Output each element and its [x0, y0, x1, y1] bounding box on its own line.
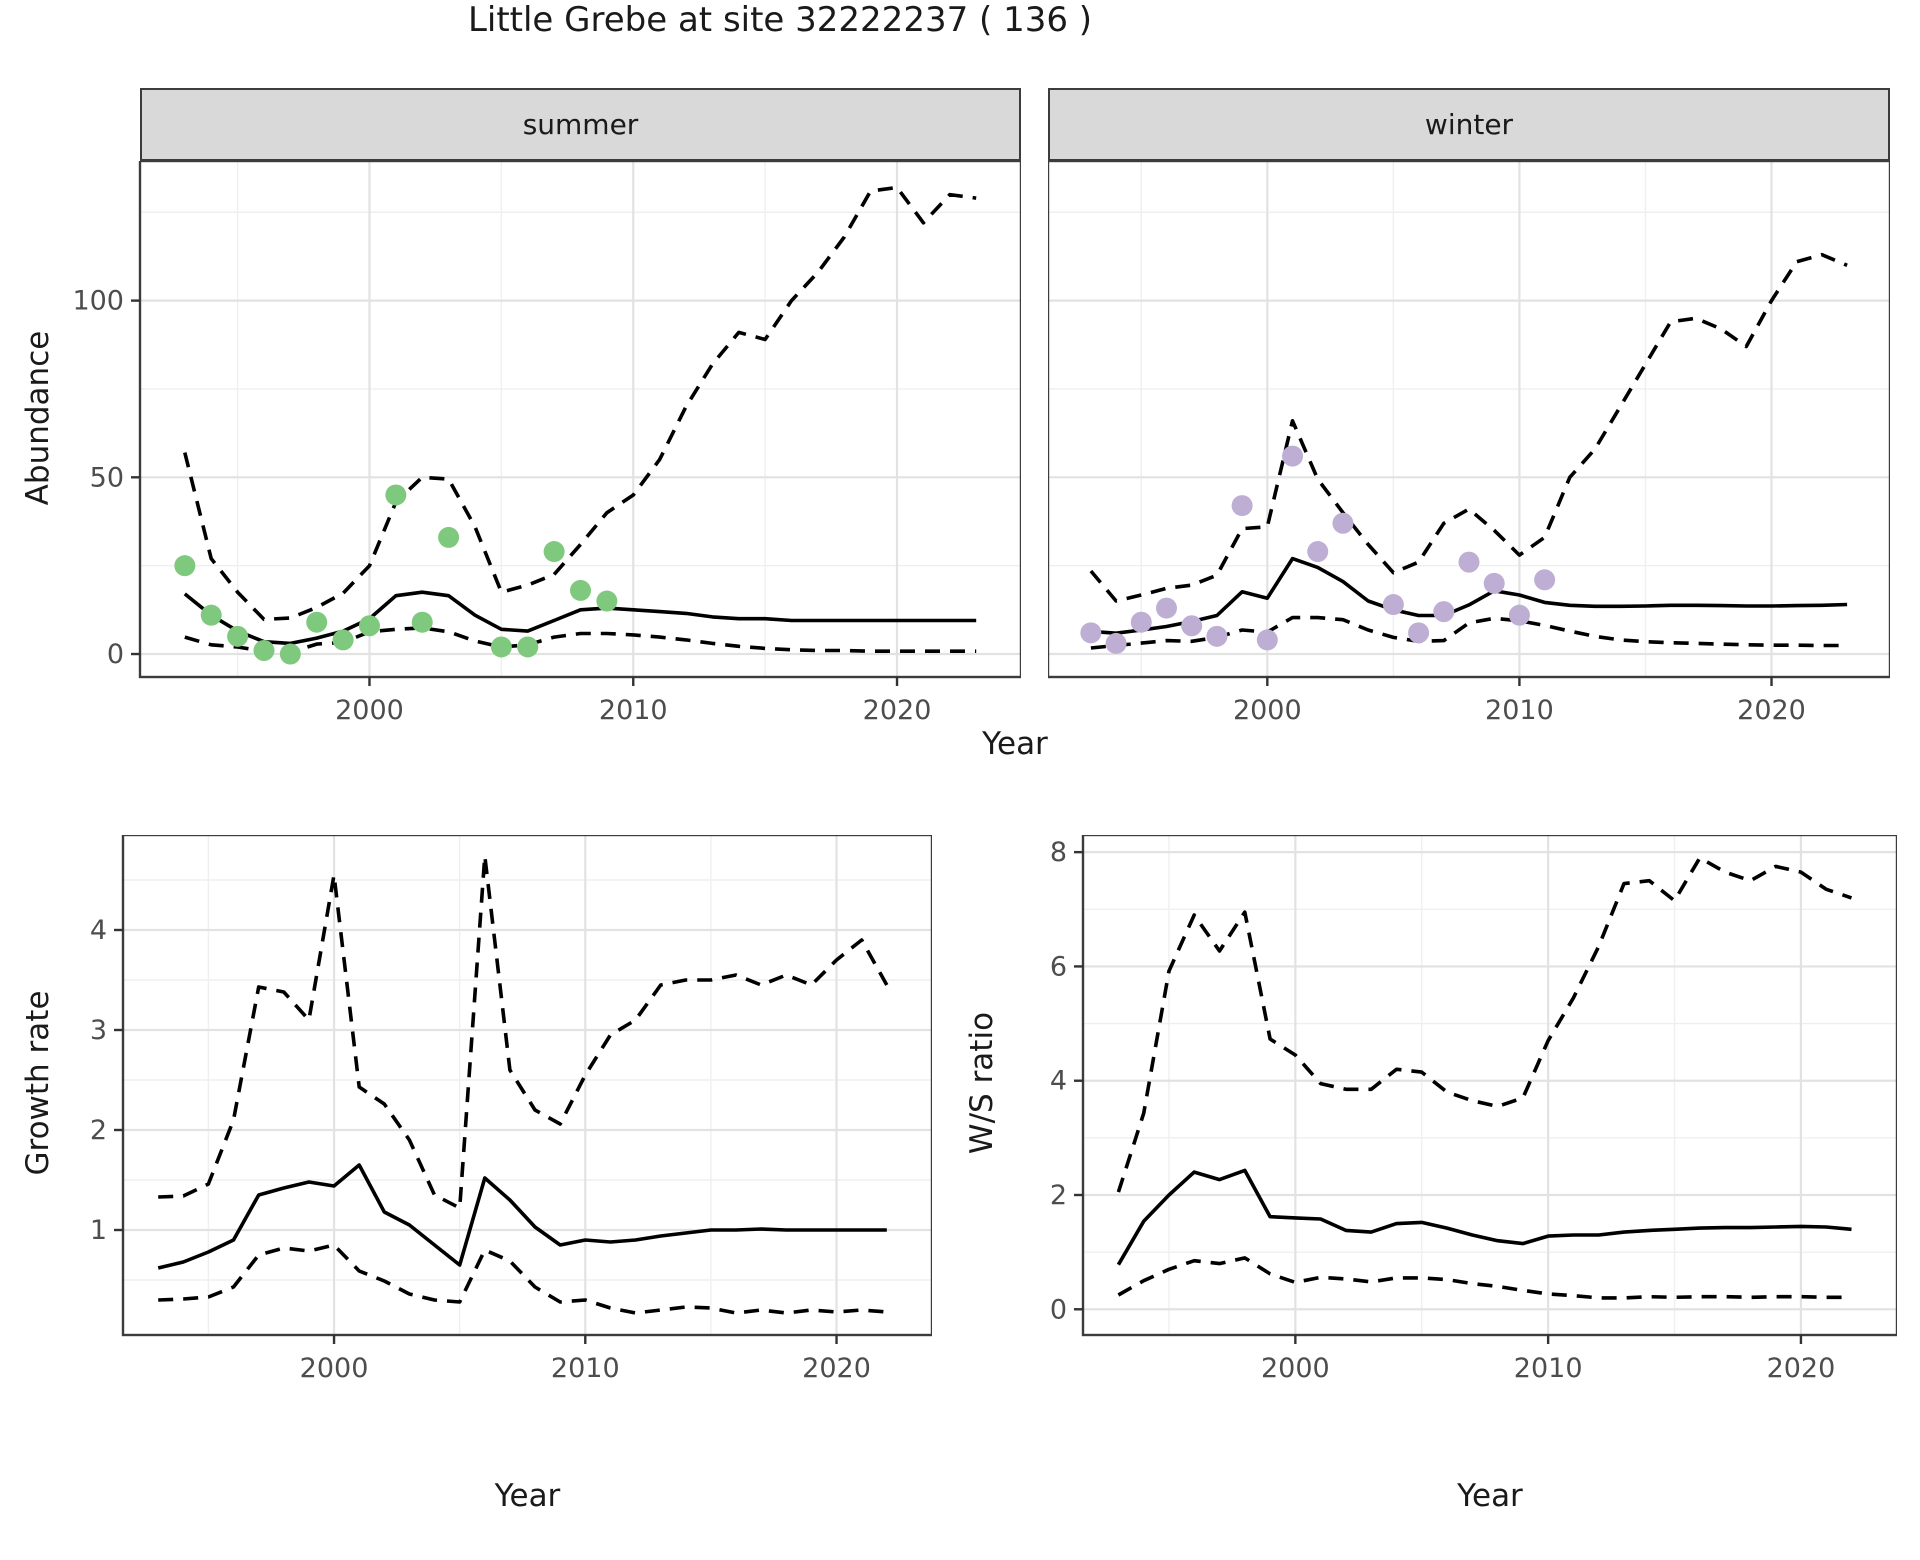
data-point: [543, 541, 565, 563]
data-point: [279, 643, 301, 665]
y-tick-label: 0: [107, 639, 124, 670]
data-point: [1458, 551, 1480, 573]
data-point: [1080, 622, 1102, 644]
data-point: [1332, 512, 1354, 534]
data-point: [1181, 615, 1203, 637]
y-tick-label: 100: [72, 286, 124, 317]
data-point: [438, 526, 460, 548]
gridlines: [1083, 835, 1897, 1335]
axis-ticks: 2000 2010 2020: [1233, 677, 1806, 726]
x-tick-label: 2000: [1261, 1353, 1330, 1384]
data-point: [227, 625, 249, 647]
data-point: [1282, 445, 1304, 467]
x-tick-label: 2010: [1514, 1353, 1583, 1384]
ws-ratio-panel: 2000 2010 2020 0 2 4 6 8: [1050, 835, 1897, 1384]
data-point: [1256, 629, 1278, 651]
panel-border: [121, 835, 932, 1337]
series-lower_ci: [1117, 1256, 1852, 1300]
data-point: [385, 484, 407, 506]
y-tick-label: 2: [1050, 1180, 1067, 1211]
series-lower_ci: [184, 626, 977, 655]
data-point: [1433, 601, 1455, 623]
data-point: [1483, 572, 1505, 594]
series-upper_ci: [1116, 856, 1853, 1193]
axis-ticks: 2000 2010 2020 0 50 100: [72, 286, 931, 726]
data-point: [517, 636, 539, 658]
x-tick-label: 2020: [1737, 695, 1806, 726]
gridlines: [123, 835, 932, 1335]
x-tick-label: 2010: [551, 1353, 620, 1384]
y-tick-label: 3: [90, 1015, 107, 1046]
y-tick-label: 4: [1050, 1066, 1067, 1097]
facet-strip-winter: winter: [1048, 88, 1890, 161]
y-tick-label: 4: [90, 915, 107, 946]
data-point: [1105, 632, 1127, 654]
series-mean: [1090, 556, 1848, 635]
series-upper_ci: [158, 854, 889, 1210]
page-title: Little Grebe at site 32222237 ( 136 ): [467, 0, 1093, 40]
x-axis-title-year-ws: Year: [1457, 1478, 1523, 1514]
data-point: [174, 555, 196, 577]
data-point: [1408, 622, 1430, 644]
x-tick-label: 2020: [1767, 1353, 1836, 1384]
facet-label-summer: summer: [522, 108, 639, 141]
axis-ticks: 2000 2010 2020 0 2 4 6 8: [1050, 837, 1835, 1384]
x-tick-label: 2010: [599, 695, 668, 726]
y-tick-label: 50: [90, 462, 124, 493]
data-point: [200, 604, 222, 626]
series-mean: [1116, 1168, 1852, 1266]
data-point: [1155, 597, 1177, 619]
data-point: [411, 611, 433, 633]
abundance-summer-panel: 2000 2010 2020 0 50 100: [72, 161, 1021, 726]
facet-strip-summer: summer: [140, 88, 1021, 161]
y-tick-label: 6: [1050, 951, 1067, 982]
x-tick-label: 2020: [863, 695, 932, 726]
series-upper_ci: [183, 185, 977, 622]
facet-label-winter: winter: [1424, 108, 1514, 141]
panel-border: [1048, 161, 1890, 679]
panel-border: [138, 161, 1021, 679]
data-point: [1206, 625, 1228, 647]
x-tick-label: 2000: [335, 695, 404, 726]
data-point: [253, 639, 275, 661]
series-lower_ci: [158, 1243, 887, 1315]
growth-rate-panel: 2000 2010 2020 1 2 3 4: [90, 835, 932, 1384]
y-tick-label: 1: [90, 1215, 107, 1246]
data-point: [1231, 495, 1253, 517]
x-axis-title-year-growth: Year: [494, 1478, 561, 1514]
x-tick-label: 2010: [1485, 695, 1554, 726]
points-observed-summer: [174, 484, 618, 665]
data-point: [1382, 594, 1404, 616]
y-tick-label: 2: [90, 1115, 107, 1146]
points-observed-winter: [1080, 445, 1556, 654]
data-point: [596, 590, 618, 612]
series-mean: [157, 1163, 887, 1270]
x-tick-label: 2020: [802, 1353, 871, 1384]
data-point: [1508, 604, 1530, 626]
series-lines: [1116, 856, 1853, 1300]
x-tick-label: 2000: [1233, 695, 1302, 726]
data-point: [1534, 569, 1556, 591]
data-point: [1130, 611, 1152, 633]
y-tick-label: 0: [1050, 1294, 1067, 1325]
axis-ticks: 2000 2010 2020 1 2 3 4: [90, 915, 871, 1384]
panel-border: [1081, 835, 1897, 1337]
data-point: [358, 615, 380, 637]
data-point: [306, 611, 328, 633]
series-lines: [157, 854, 889, 1315]
abundance-winter-panel: 2000 2010 2020: [1048, 161, 1890, 726]
x-axis-title-year-top: Year: [982, 726, 1048, 762]
data-point: [490, 636, 512, 658]
x-tick-label: 2000: [300, 1353, 369, 1384]
gridlines: [1048, 161, 1890, 677]
y-tick-label: 8: [1050, 837, 1067, 868]
gridlines: [140, 161, 1021, 677]
data-point: [1307, 541, 1329, 563]
data-point: [570, 579, 591, 601]
data-point: [332, 629, 354, 651]
series-mean: [183, 590, 977, 646]
series-lines: [183, 185, 977, 655]
